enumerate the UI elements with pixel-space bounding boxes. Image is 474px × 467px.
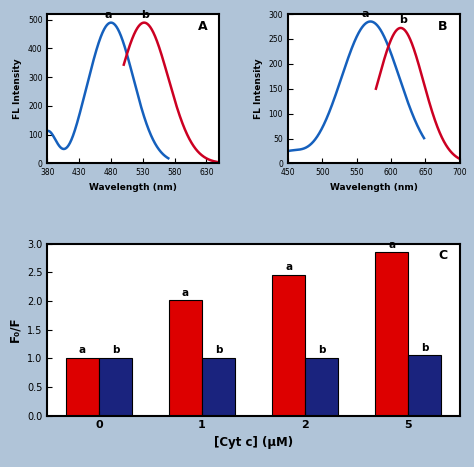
Y-axis label: FL Intensity: FL Intensity: [254, 58, 263, 119]
Text: b: b: [141, 10, 149, 20]
Text: b: b: [215, 346, 222, 355]
Bar: [66, 358, 99, 416]
Bar: [408, 355, 441, 416]
Bar: [202, 358, 235, 416]
Text: a: a: [388, 240, 395, 249]
Text: a: a: [285, 262, 292, 272]
Bar: [99, 358, 132, 416]
X-axis label: Wavelength (nm): Wavelength (nm): [330, 183, 418, 192]
X-axis label: Wavelength (nm): Wavelength (nm): [90, 183, 177, 192]
Text: a: a: [105, 10, 112, 20]
Bar: [272, 275, 305, 416]
Text: b: b: [421, 343, 428, 353]
Text: b: b: [112, 346, 119, 355]
Y-axis label: F₀/F: F₀/F: [9, 317, 21, 342]
X-axis label: [Cyt c] (μM): [Cyt c] (μM): [214, 436, 293, 449]
Text: A: A: [198, 20, 207, 33]
Text: C: C: [438, 249, 447, 262]
Text: b: b: [400, 15, 407, 25]
Bar: [375, 252, 408, 416]
Text: a: a: [182, 288, 189, 297]
Text: a: a: [361, 9, 369, 19]
Text: b: b: [318, 346, 325, 355]
Bar: [305, 358, 338, 416]
Text: B: B: [438, 20, 448, 33]
Text: a: a: [79, 346, 86, 355]
Y-axis label: FL Intensity: FL Intensity: [13, 58, 22, 119]
Bar: [169, 300, 202, 416]
